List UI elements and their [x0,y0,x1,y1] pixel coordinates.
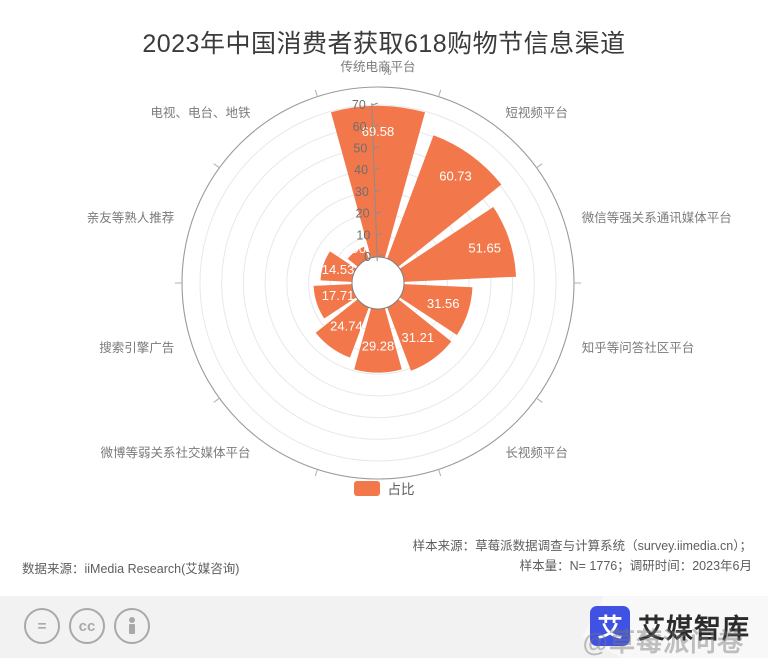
license-icons: = cc [24,608,150,644]
page-title: 2023年中国消费者获取618购物节信息渠道 [142,30,626,58]
chart-legend: 占比 [0,478,768,498]
chart-sectors [313,105,517,373]
chart-sector[interactable] [347,246,369,267]
chart-sector[interactable] [387,135,502,267]
radial-tick-label: 0 [364,250,371,264]
sample-source-line: 样本来源：草莓派数据调查与计算系统（survey.iimedia.cn）； [412,539,752,553]
radial-tick-label: 30 [355,185,369,199]
brand-name: 艾媒智库 [638,613,750,644]
chart-sector[interactable] [315,299,369,358]
chart-sector[interactable] [354,308,402,373]
chart-sector[interactable] [387,299,452,371]
chart-sector[interactable] [399,206,517,282]
footer-bar: = cc 艾 艾媒智库 @草莓派问卷 [0,596,768,658]
chart-sector[interactable] [320,251,357,282]
radial-axis-line [371,103,378,262]
radial-tick-label: 10 [356,228,370,242]
sector-value-label: 29.28 [362,339,395,354]
sector-value-label: 5.90 [341,241,366,256]
sector-value-label: 60.73 [439,168,472,183]
sample-size-line: 样本量：N= 1776；调研时间：2023年6月 [519,559,752,573]
polar-rose-chart: 69.58 60.73 51.65 31.56 31.21 29.28 24.74 17.71… [87,60,732,480]
sample-info: 样本来源：草莓派数据调查与计算系统（survey.iimedia.cn）； 样本… [413,536,752,576]
category-label: 短视频平台 [505,105,568,120]
axis-unit-label: % [381,66,391,78]
radial-tick-label: 20 [356,207,370,221]
cc-icon: cc [69,608,105,644]
sector-value-label: 14.53 [322,262,355,277]
chart-sector[interactable] [330,105,426,258]
chart-hub [351,256,405,310]
category-label: 微博等弱关系社交媒体平台 [101,445,251,460]
chart-sector[interactable] [399,284,473,336]
sector-value-label: 51.65 [468,240,501,255]
radial-tick-label: 40 [354,163,368,177]
sector-value-label: 31.56 [427,296,460,311]
category-label: 知乎等问答社区平台 [582,340,695,355]
brand-logo: 艾 艾媒智库 [590,606,750,646]
sector-value-label: 24.74 [330,318,363,333]
radial-tick-label: 70 [352,98,366,112]
category-label: 微信等强关系通讯媒体平台 [582,210,732,225]
category-label: 长视频平台 [505,445,568,460]
equals-icon: = [24,608,60,644]
sector-value-label: 17.71 [322,288,355,303]
category-label: 搜索引擎广告 [99,340,174,355]
category-label: 亲友等熟人推荐 [87,210,175,225]
chart-sector[interactable] [313,284,357,319]
person-icon [114,608,150,644]
legend-swatch-占比 [353,480,380,496]
category-label: 电视、电台、地铁 [151,105,252,120]
legend-label: 占比 [387,482,415,497]
radial-tick-label: 60 [353,120,367,134]
brand-mark-icon: 艾 [590,606,630,646]
sector-value-label: 69.58 [362,124,395,139]
category-label: 传统电商平台 [340,60,415,74]
data-source-note: 数据来源：iiMedia Research(艾媒咨询) [22,562,240,576]
radial-tick-label: 50 [353,142,367,156]
sector-value-label: 31.21 [402,330,435,345]
